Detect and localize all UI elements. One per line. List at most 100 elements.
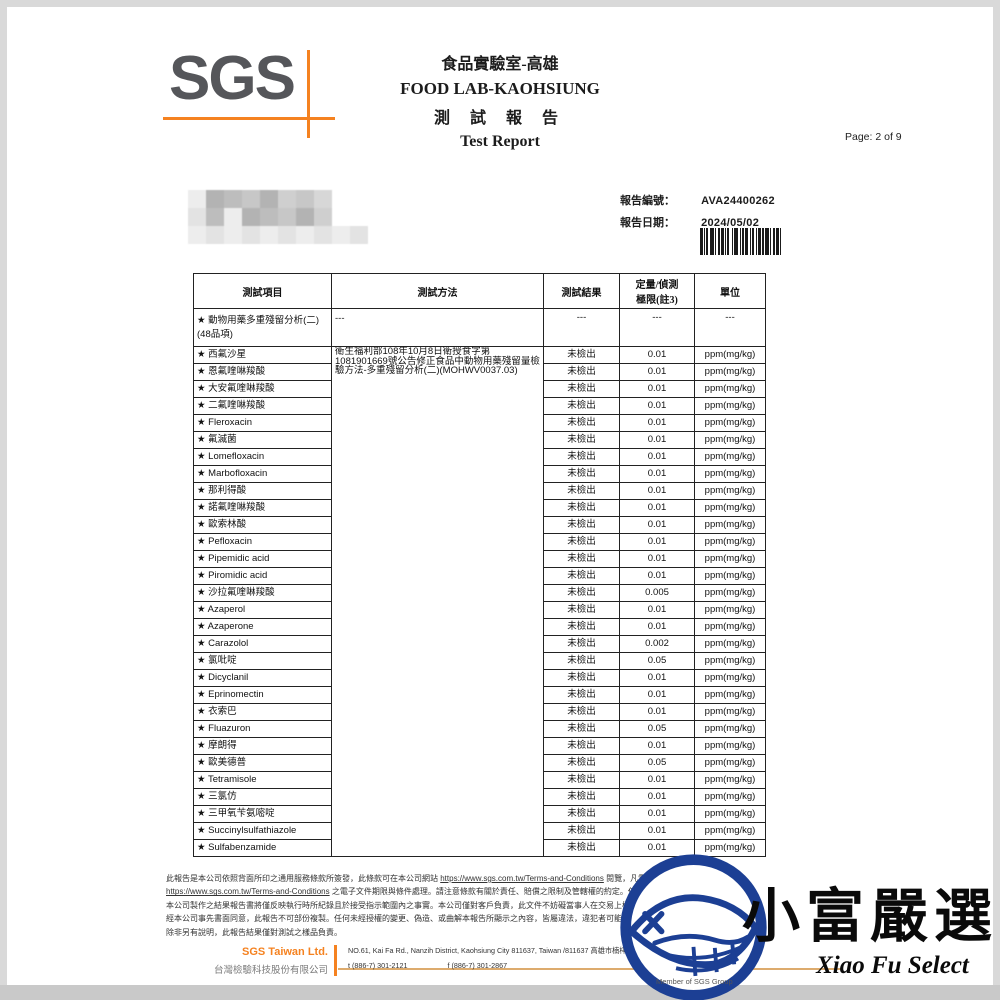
unit-cell: ppm(mg/kg)	[694, 652, 766, 670]
limit-cell: 0.01	[619, 550, 695, 568]
result-cell: 未檢出	[543, 822, 620, 840]
table-row: ★ Pipemidic acid 未檢出 0.01 ppm(mg/kg)	[193, 550, 766, 568]
unit-cell: ppm(mg/kg)	[694, 788, 766, 806]
group-unit-cell: ---	[694, 308, 766, 347]
result-cell: 未檢出	[543, 754, 620, 772]
limit-cell: 0.01	[619, 822, 695, 840]
unit-cell: ppm(mg/kg)	[694, 516, 766, 534]
result-cell: 未檢出	[543, 737, 620, 755]
page-number: Page: 2 of 9	[845, 131, 902, 143]
unit-cell: ppm(mg/kg)	[694, 499, 766, 517]
group-header-row: ★ 動物用藥多重殘留分析(二)(48品項) --- --- --- ---	[193, 308, 766, 347]
disclaimer-line-5: 除非另有說明，此報告結果僅對測試之樣品負責。	[166, 927, 342, 937]
item-cell: ★ Eprinomectin	[193, 686, 332, 704]
result-cell: 未檢出	[543, 397, 620, 415]
disclaimer-line-3: 本公司製作之結果報告書將僅反映執行時所紀錄且於接受指示範圍內之事實。本公司僅對客…	[166, 900, 726, 910]
item-cell: ★ 摩朗得	[193, 737, 332, 755]
limit-cell: 0.01	[619, 516, 695, 534]
result-cell: 未檢出	[543, 618, 620, 636]
item-cell: ★ Fluazuron	[193, 720, 332, 738]
limit-cell: 0.01	[619, 346, 695, 364]
group-limit-cell: ---	[619, 308, 695, 347]
table-row: ★ Lomefloxacin 未檢出 0.01 ppm(mg/kg)	[193, 448, 766, 466]
sgs-logo: SGS	[163, 48, 343, 143]
unit-cell: ppm(mg/kg)	[694, 567, 766, 585]
lab-phone-fax: t (886-7) 301-2121 f (886-7) 301-2867	[348, 961, 678, 970]
item-cell: ★ Sulfabenzamide	[193, 839, 332, 857]
unit-cell: ppm(mg/kg)	[694, 448, 766, 466]
limit-cell: 0.01	[619, 397, 695, 415]
table-row: ★ Succinylsulfathiazole 未檢出 0.01 ppm(mg/kg)	[193, 822, 766, 840]
item-cell: ★ 歐美德普	[193, 754, 332, 772]
result-cell: 未檢出	[543, 652, 620, 670]
unit-cell: ppm(mg/kg)	[694, 686, 766, 704]
limit-cell: 0.01	[619, 737, 695, 755]
limit-cell: 0.01	[619, 618, 695, 636]
sgs-logo-text: SGS	[169, 44, 296, 113]
company-name-zh: 台灣檢驗科技股份有限公司	[213, 966, 328, 976]
limit-cell: 0.01	[619, 499, 695, 517]
item-cell: ★ Pefloxacin	[193, 533, 332, 551]
result-cell: 未檢出	[543, 584, 620, 602]
result-cell: 未檢出	[543, 703, 620, 721]
result-cell: 未檢出	[543, 346, 620, 364]
result-cell: 未檢出	[543, 499, 620, 517]
item-cell: ★ Lomefloxacin	[193, 448, 332, 466]
table-row: ★ Azaperone 未檢出 0.01 ppm(mg/kg)	[193, 618, 766, 636]
col-header-result: 測試結果	[543, 273, 620, 309]
result-cell: 未檢出	[543, 380, 620, 398]
shop-name-en: Xiao Fu Select	[816, 952, 969, 979]
result-cell: 未檢出	[543, 533, 620, 551]
item-cell: ★ Succinylsulfathiazole	[193, 822, 332, 840]
limit-cell: 0.01	[619, 601, 695, 619]
group-result-cell: ---	[543, 308, 620, 347]
col-header-method: 測試方法	[331, 273, 544, 309]
unit-cell: ppm(mg/kg)	[694, 737, 766, 755]
report-no-value: AVA24400262	[701, 195, 775, 207]
result-cell: 未檢出	[543, 771, 620, 789]
footer-vertical-divider	[334, 945, 337, 976]
limit-cell: 0.01	[619, 482, 695, 500]
limit-cell: 0.01	[619, 788, 695, 806]
results-table-body: ★ 動物用藥多重殘留分析(二)(48品項) --- --- --- --- ★ …	[193, 308, 766, 857]
unit-cell: ppm(mg/kg)	[694, 397, 766, 415]
table-row: ★ Azaperol 未檢出 0.01 ppm(mg/kg)	[193, 601, 766, 619]
result-cell: 未檢出	[543, 686, 620, 704]
item-cell: ★ 諾氟喹啉羧酸	[193, 499, 332, 517]
result-cell: 未檢出	[543, 414, 620, 432]
result-cell: 未檢出	[543, 788, 620, 806]
item-cell: ★ 恩氟喹啉羧酸	[193, 363, 332, 381]
unit-cell: ppm(mg/kg)	[694, 550, 766, 568]
result-cell: 未檢出	[543, 448, 620, 466]
unit-cell: ppm(mg/kg)	[694, 363, 766, 381]
table-row: ★ 三氯仿 未檢出 0.01 ppm(mg/kg)	[193, 788, 766, 806]
report-no-label: 報告編號：	[620, 195, 675, 207]
item-cell: ★ 衣索巴	[193, 703, 332, 721]
terms-link[interactable]: https://www.sgs.com.tw/Terms-and-Conditi…	[440, 874, 604, 883]
table-row: ★ Fleroxacin 未檢出 0.01 ppm(mg/kg)	[193, 414, 766, 432]
limit-cell: 0.01	[619, 380, 695, 398]
result-cell: 未檢出	[543, 567, 620, 585]
limit-cell: 0.005	[619, 584, 695, 602]
terms-link-2[interactable]: https://www.sgs.com.tw/Terms-and-Conditi…	[166, 887, 330, 897]
limit-cell: 0.01	[619, 414, 695, 432]
item-cell: ★ 西氟沙星	[193, 346, 332, 364]
item-cell: ★ 三甲氧苄氨嘧啶	[193, 805, 332, 823]
result-cell: 未檢出	[543, 839, 620, 857]
report-titles: 食品實驗室-高雄 FOOD LAB-KAOHSIUNG 測 試 報 告 Test…	[300, 50, 700, 151]
col-header-limit: 定量/偵測 極限(註3)	[619, 273, 695, 309]
result-cell: 未檢出	[543, 601, 620, 619]
item-cell: ★ Azaperone	[193, 618, 332, 636]
unit-cell: ppm(mg/kg)	[694, 482, 766, 500]
report-date-value: 2024/05/02	[701, 217, 760, 229]
item-cell: ★ 三氯仿	[193, 788, 332, 806]
redacted-client-info	[188, 190, 368, 244]
col-header-limit-line1: 定量/偵測	[635, 280, 679, 291]
table-row: ★ Eprinomectin 未檢出 0.01 ppm(mg/kg)	[193, 686, 766, 704]
unit-cell: ppm(mg/kg)	[694, 839, 766, 857]
item-cell: ★ 氟滅菌	[193, 431, 332, 449]
item-cell: ★ 二氟喹啉羧酸	[193, 397, 332, 415]
table-row: ★ 沙拉氟喹啉羧酸 未檢出 0.005 ppm(mg/kg)	[193, 584, 766, 602]
limit-cell: 0.01	[619, 465, 695, 483]
limit-cell: 0.05	[619, 754, 695, 772]
